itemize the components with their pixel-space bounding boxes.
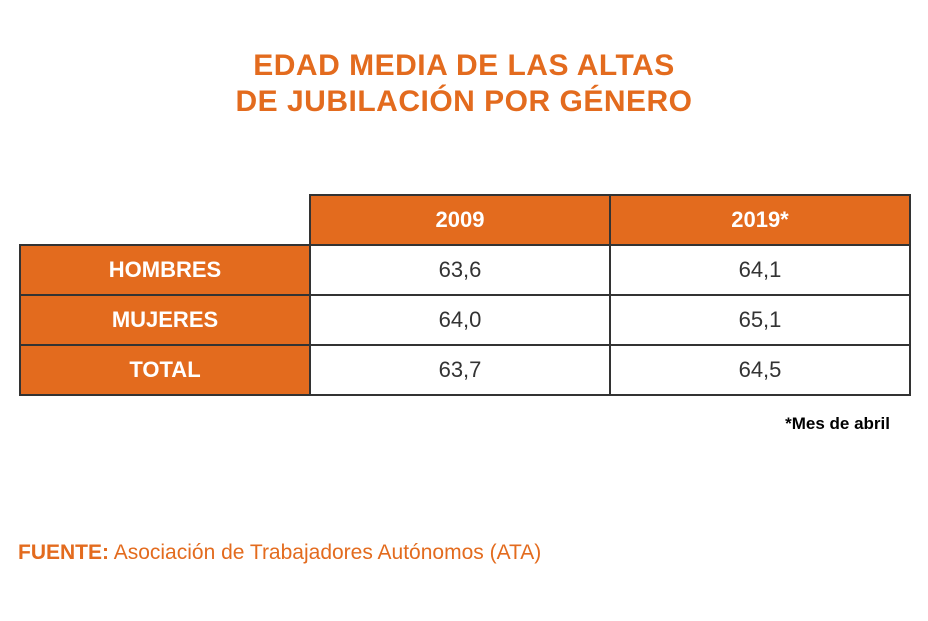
row-label: TOTAL bbox=[20, 345, 310, 395]
table-row: TOTAL 63,7 64,5 bbox=[20, 345, 910, 395]
page-title: EDAD MEDIA DE LAS ALTAS DE JUBILACIÓN PO… bbox=[18, 48, 910, 120]
page: EDAD MEDIA DE LAS ALTAS DE JUBILACIÓN PO… bbox=[0, 0, 928, 621]
table-row: HOMBRES 63,6 64,1 bbox=[20, 245, 910, 295]
table-header-blank bbox=[20, 195, 310, 245]
table-cell: 64,0 bbox=[310, 295, 610, 345]
table-header-row: 2009 2019* bbox=[20, 195, 910, 245]
table-cell: 65,1 bbox=[610, 295, 910, 345]
table-cell: 63,6 bbox=[310, 245, 610, 295]
table-cell: 63,7 bbox=[310, 345, 610, 395]
table-cell: 64,5 bbox=[610, 345, 910, 395]
table-header-col-1: 2019* bbox=[610, 195, 910, 245]
data-table-wrap: 2009 2019* HOMBRES 63,6 64,1 MUJERES 64,… bbox=[19, 194, 909, 396]
row-label: MUJERES bbox=[20, 295, 310, 345]
source-text: Asociación de Trabajadores Autónomos (AT… bbox=[114, 541, 542, 564]
table-header-col-0: 2009 bbox=[310, 195, 610, 245]
footnote: *Mes de abril bbox=[18, 414, 890, 434]
table-row: MUJERES 64,0 65,1 bbox=[20, 295, 910, 345]
table-cell: 64,1 bbox=[610, 245, 910, 295]
source-label: FUENTE: bbox=[18, 541, 109, 564]
row-label: HOMBRES bbox=[20, 245, 310, 295]
source-line: FUENTE: Asociación de Trabajadores Autón… bbox=[18, 541, 541, 565]
title-line-1: EDAD MEDIA DE LAS ALTAS bbox=[18, 48, 910, 84]
data-table: 2009 2019* HOMBRES 63,6 64,1 MUJERES 64,… bbox=[19, 194, 911, 396]
title-line-2: DE JUBILACIÓN POR GÉNERO bbox=[18, 84, 910, 120]
